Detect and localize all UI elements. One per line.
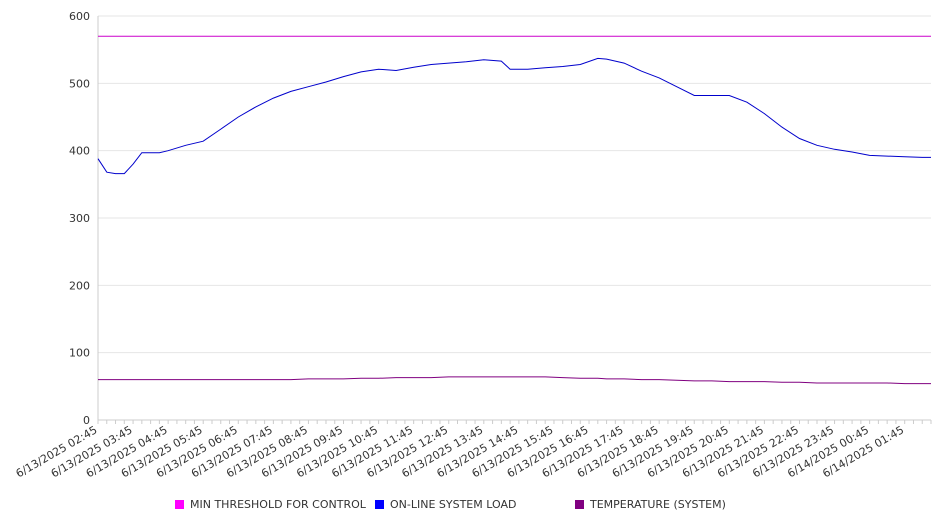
legend-item-temperature[interactable]: TEMPERATURE (SYSTEM) — [575, 498, 726, 511]
y-axis-ticks: 0 100 200 300 400 500 600 — [69, 10, 90, 427]
y-tick-label: 100 — [69, 347, 90, 360]
legend-label-min-threshold: MIN THRESHOLD FOR CONTROL — [190, 498, 366, 511]
x-axis-ticks: 6/13/2025 02:456/13/2025 03:456/13/2025 … — [14, 423, 907, 480]
axes — [97, 16, 932, 424]
legend-label-system-load: ON-LINE SYSTEM LOAD — [390, 498, 517, 511]
series-lines — [97, 35, 931, 385]
legend-item-min-threshold[interactable]: MIN THRESHOLD FOR CONTROL — [175, 498, 366, 511]
y-tick-label: 600 — [69, 10, 90, 23]
y-tick-label: 500 — [69, 77, 90, 90]
legend: MIN THRESHOLD FOR CONTROL ON-LINE SYSTEM… — [0, 498, 946, 514]
series-line-temperature-system — [98, 376, 931, 385]
y-gridlines — [98, 15, 931, 354]
legend-swatch-temperature — [575, 500, 584, 509]
series-line-on-line-system-load — [97, 57, 931, 175]
legend-item-system-load[interactable]: ON-LINE SYSTEM LOAD — [375, 498, 516, 511]
y-tick-label: 300 — [69, 212, 90, 225]
y-tick-label: 400 — [69, 145, 90, 158]
legend-swatch-min-threshold — [175, 500, 184, 509]
y-tick-label: 200 — [69, 279, 90, 292]
y-tick-label: 0 — [83, 414, 90, 427]
legend-swatch-system-load — [375, 500, 384, 509]
legend-label-temperature: TEMPERATURE (SYSTEM) — [590, 498, 726, 511]
